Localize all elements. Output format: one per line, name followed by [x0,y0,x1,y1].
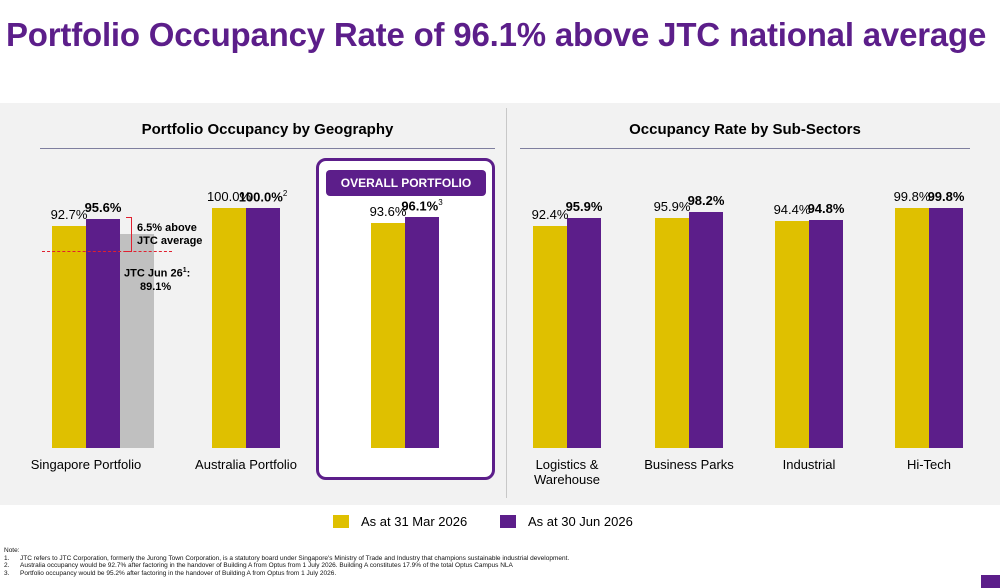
footnote-3-text: Portfolio occupancy would be 95.2% after… [20,569,337,577]
overall-bar-mar [371,223,405,448]
industrial-bar-jun [809,220,843,448]
australia-label-jun: 100.0%2 [238,189,288,205]
hi-tech-category-line-0: Hi-Tech [906,457,952,472]
logistics-label-jun: 95.9% [565,198,603,214]
business-parks-category-line-0: Business Parks [644,457,734,472]
legend-swatch-jun [500,515,516,528]
footnote-2-text: Australia occupancy would be 92.7% after… [20,562,513,570]
footnote-1-text: JTC refers to JTC Corporation, formerly … [20,554,570,562]
legend-label-mar: As at 31 Mar 2026 [361,514,468,529]
jtc-label-suffix: : [186,267,191,280]
above-average-bracket [126,217,132,252]
industrial-label-jun: 94.8% [807,201,845,217]
footnotes-heading: Note: [4,547,20,554]
jtc-label-text: JTC Jun 26 [124,267,183,280]
hi-tech-bar-jun [929,208,963,448]
logistics-bar-mar [533,226,567,448]
legend-item-mar: As at 31 Mar 2026 [333,514,467,529]
logistics-category-line-1: Warehouse [534,472,600,487]
footnote-1: 1. JTC refers to JTC Corporation, formerl… [4,555,569,563]
above-average-line2: JTC average [137,235,203,247]
logistics-bar-jun [567,217,601,448]
hi-tech-category-label: Hi-Tech [859,457,999,472]
hi-tech-label-jun: 99.8% [927,189,965,205]
business-parks-label-jun: 98.2% [687,193,725,209]
australia-label-mar: 100.0% [206,189,252,204]
jtc-label-superscript: 1 [182,267,187,274]
footnote-1-num: 1. [4,554,10,562]
australia-bar-jun [246,208,280,448]
legend-label-jun: As at 30 Jun 2026 [528,514,633,529]
hi-tech-bar-mar [895,208,929,448]
jtc-label-value: 89.1% [140,280,172,293]
singapore-bar-mar [52,225,86,448]
footnotes: Note: 1. JTC refers to JTC Corporation, f… [4,547,569,577]
industrial-bar-mar [775,221,809,448]
business-parks-bar-mar [655,217,689,448]
hi-tech-label-mar: 99.8% [893,189,931,205]
overall-label-mar: 93.6% [369,204,407,220]
business-parks-category-label: Business Parks [619,457,759,472]
business-parks-bar-jun [689,212,723,448]
singapore-label-mar: 92.7% [50,206,88,222]
industrial-category-label: Industrial [739,457,879,472]
brand-corner-mark [981,575,1000,588]
overall-portfolio-badge: OVERALL PORTFOLIO [326,170,486,196]
footnote-2: 2. Australia occupancy would be 92.7% aft… [4,562,569,570]
footnote-3-num: 3. [4,569,10,577]
jtc-average-line [42,251,172,252]
footnote-3: 3. Portfolio occupancy would be 95.2% aft… [4,570,569,578]
subsector-title-rule [520,148,970,149]
jtc-average-label: JTC Jun 261: 89.1% [124,264,190,294]
overall-label-jun: 96.1%3 [401,198,443,214]
business-parks-label-mar: 95.9% [653,198,691,214]
logistics-category-label: Logistics & Warehouse [497,457,637,487]
geography-title-rule [40,148,495,149]
geography-chart-title: Portfolio Occupancy by Geography [141,121,394,138]
australia-category-label: Australia Portfolio [176,457,316,472]
singapore-category-label: Singapore Portfolio [16,457,156,472]
industrial-label-mar: 94.4% [773,202,811,218]
above-average-line1: 6.5% above [137,222,197,234]
overall-bar-jun [405,217,439,448]
legend-item-jun: As at 30 Jun 2026 [500,514,633,529]
logistics-label-mar: 92.4% [531,207,569,223]
legend-swatch-mar [333,515,349,528]
above-average-note: 6.5% above JTC average [137,222,202,248]
footnote-2-num: 2. [4,562,10,570]
panel-divider [506,108,507,498]
jtc-average-bar [120,234,154,448]
logistics-category-line-0: Logistics & [535,457,599,472]
singapore-bar-jun [86,218,120,448]
australia-bar-mar [212,208,246,448]
industrial-category-line-0: Industrial [782,457,836,472]
singapore-category-line-0: Singapore Portfolio [30,457,142,472]
australia-category-line-0: Australia Portfolio [195,457,297,472]
overall-label-jun-superscript: 3 [438,198,443,208]
subsector-chart-title: Occupancy Rate by Sub-Sectors [629,121,861,138]
page-title: Portfolio Occupancy Rate of 96.1% above … [6,16,987,53]
australia-label-jun-superscript: 2 [282,189,288,198]
singapore-label-jun: 95.6% [84,199,122,215]
